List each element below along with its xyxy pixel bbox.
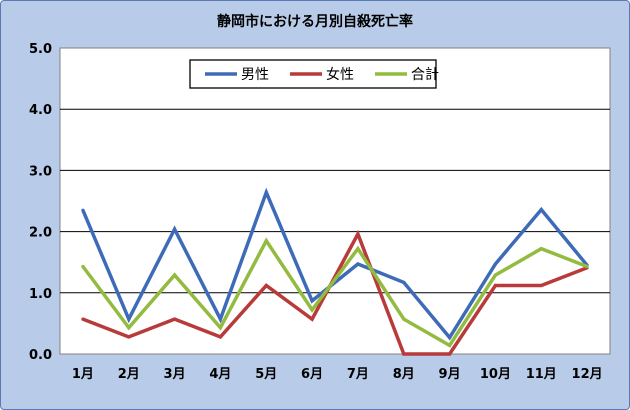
x-tick-label: 10月 — [480, 367, 511, 382]
data-point — [172, 273, 177, 277]
plot-area — [59, 47, 611, 355]
data-point — [127, 335, 131, 339]
x-tick-label: 3月 — [164, 367, 186, 382]
data-point — [172, 317, 177, 321]
x-tick-label: 5月 — [255, 367, 277, 382]
x-tick-label: 4月 — [209, 367, 231, 382]
data-point — [310, 308, 314, 312]
x-tick-label: 12月 — [572, 367, 603, 382]
x-tick-label: 8月 — [393, 367, 415, 382]
y-tick-label: 2.0 — [29, 226, 52, 241]
data-point — [493, 273, 498, 277]
data-point — [493, 262, 498, 266]
data-point — [447, 352, 452, 356]
x-tick-label: 1月 — [72, 367, 94, 382]
y-tick-label: 4.0 — [29, 103, 52, 118]
data-point — [218, 317, 223, 321]
data-point — [218, 335, 223, 339]
y-tick-label: 0.0 — [29, 348, 52, 363]
legend-label: 女性 — [326, 66, 354, 83]
x-tick-label: 2月 — [118, 367, 140, 382]
data-point — [264, 239, 268, 243]
series-line-0 — [81, 187, 589, 341]
y-tick-label: 5.0 — [29, 42, 52, 57]
x-tick-label: 11月 — [526, 367, 557, 382]
data-point — [310, 299, 314, 303]
chart-title: 静岡市における月別自殺死亡率 — [217, 13, 413, 30]
data-point — [356, 232, 360, 236]
y-axis-labels: 0.0 1.0 2.0 3.0 4.0 5.0 — [29, 42, 52, 363]
series-line-2 — [81, 237, 588, 348]
data-point — [127, 317, 131, 321]
data-point — [585, 264, 589, 269]
data-point — [493, 283, 498, 288]
data-point — [172, 227, 177, 231]
data-point — [81, 264, 85, 269]
data-point — [264, 283, 268, 288]
legend-label: 男性 — [241, 67, 269, 83]
x-axis-labels: 1月 2月 3月 4月 5月 6月 7月 8月 9月 10月 11月 12月 — [72, 367, 603, 382]
x-tick-label: 7月 — [347, 367, 369, 382]
data-point — [218, 326, 223, 330]
data-point — [539, 283, 543, 288]
legend: 男性 女性 合計 — [189, 59, 439, 89]
data-point — [402, 352, 406, 356]
data-point — [447, 335, 452, 340]
x-tick-label: 6月 — [301, 367, 323, 382]
data-point — [310, 317, 314, 321]
data-point — [81, 208, 85, 212]
data-point — [539, 207, 543, 212]
data-point — [402, 317, 406, 321]
x-tick-label: 9月 — [439, 367, 461, 382]
grid — [60, 108, 610, 294]
data-point — [356, 247, 360, 251]
data-point — [356, 262, 360, 266]
data-point — [264, 190, 268, 195]
data-point — [447, 343, 452, 348]
data-point — [127, 326, 131, 330]
legend-label: 合計 — [411, 67, 439, 83]
y-tick-label: 1.0 — [29, 287, 52, 302]
data-point — [402, 280, 406, 284]
y-tick-label: 3.0 — [29, 164, 52, 179]
data-point — [539, 247, 543, 251]
series-lines — [81, 187, 589, 356]
data-point — [81, 317, 85, 321]
